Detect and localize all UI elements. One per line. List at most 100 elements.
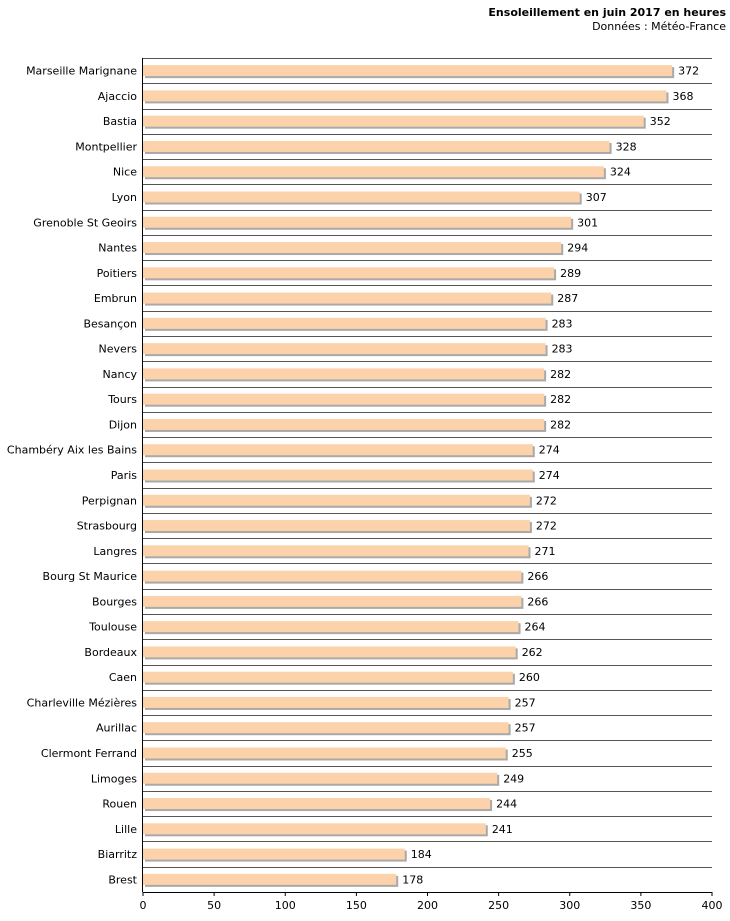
bar [143, 646, 516, 658]
bar [143, 115, 644, 127]
value-label: 241 [492, 823, 513, 836]
bar [143, 444, 533, 456]
row-grid [143, 58, 712, 893]
category-label: Brest [108, 873, 137, 886]
bar [143, 216, 572, 228]
value-label: 307 [586, 191, 607, 204]
category-label: Besançon [83, 317, 137, 330]
category-label: Strasbourg [77, 520, 137, 533]
category-label: Embrun [94, 292, 137, 305]
category-label: Limoges [91, 772, 137, 785]
chart-subtitle: Données : Météo-France [592, 20, 726, 33]
value-label: 257 [515, 722, 536, 735]
bar [143, 823, 486, 835]
bar [143, 140, 610, 152]
value-label: 244 [496, 798, 517, 811]
category-label: Lille [115, 823, 137, 836]
bar [143, 494, 530, 506]
bar [143, 317, 546, 329]
value-label: 294 [567, 242, 588, 255]
x-tick-label: 150 [346, 899, 367, 912]
bar [143, 696, 509, 708]
value-label: 249 [503, 772, 524, 785]
value-label: 271 [534, 545, 555, 558]
value-label: 282 [550, 418, 571, 431]
chart-title: Ensoleillement en juin 2017 en heures [488, 6, 726, 19]
bar [143, 798, 491, 810]
category-label: Toulouse [88, 621, 137, 634]
category-label: Dijon [109, 418, 137, 431]
value-label: 274 [539, 469, 560, 482]
bar [143, 242, 562, 254]
category-label: Nice [113, 166, 137, 179]
category-label: Chambéry Aix les Bains [7, 444, 137, 457]
x-tick-label: 300 [559, 899, 580, 912]
value-label: 272 [536, 520, 557, 533]
value-label: 287 [557, 292, 578, 305]
x-tick-label: 200 [417, 899, 438, 912]
category-label: Caen [109, 671, 137, 684]
bar [143, 267, 555, 279]
bar [143, 393, 545, 405]
value-label: 282 [550, 368, 571, 381]
value-label: 301 [577, 216, 598, 229]
bar [143, 545, 529, 557]
category-label: Charleville Mézières [27, 696, 138, 709]
category-label: Rouen [102, 798, 137, 811]
value-label: 266 [527, 570, 548, 583]
category-label: Bourges [92, 595, 137, 608]
category-label: Tours [107, 393, 137, 406]
bar [143, 90, 667, 102]
bar [143, 418, 545, 430]
category-label: Paris [111, 469, 137, 482]
bar [143, 747, 506, 759]
x-tick-label: 50 [207, 899, 221, 912]
category-label: Bordeaux [84, 646, 137, 659]
category-label: Nancy [103, 368, 138, 381]
category-label: Bourg St Maurice [43, 570, 138, 583]
bar [143, 621, 519, 633]
category-label: Langres [93, 545, 137, 558]
category-label: Grenoble St Geoirs [33, 216, 137, 229]
value-label: 324 [610, 166, 631, 179]
category-label: Marseille Marignane [26, 65, 137, 78]
bars [143, 65, 675, 887]
value-label: 274 [539, 444, 560, 457]
value-label: 260 [519, 671, 540, 684]
x-tick-label: 350 [630, 899, 651, 912]
x-tick-label: 400 [702, 899, 723, 912]
x-axis: 0 50 100 150 200 250 300 350 400 [140, 58, 723, 912]
category-label: Nantes [98, 242, 137, 255]
category-label: Lyon [112, 191, 137, 204]
bar [143, 343, 546, 355]
bar [143, 722, 509, 734]
value-label: 262 [522, 646, 543, 659]
bar [143, 772, 498, 784]
category-label: Bastia [103, 115, 137, 128]
value-label: 282 [550, 393, 571, 406]
value-label: 184 [411, 848, 432, 861]
bar [143, 873, 397, 885]
category-label: Clermont Ferrand [41, 747, 137, 760]
bar [143, 848, 405, 860]
category-label: Nevers [98, 343, 137, 356]
category-label: Biarritz [98, 848, 138, 861]
value-label: 266 [527, 595, 548, 608]
value-label: 178 [402, 873, 423, 886]
value-label: 272 [536, 494, 557, 507]
category-label: Aurillac [96, 722, 137, 735]
value-label: 352 [650, 115, 671, 128]
bar [143, 65, 673, 77]
bar [143, 191, 580, 203]
x-tick-label: 250 [488, 899, 509, 912]
value-label: 328 [616, 140, 637, 153]
category-label: Montpellier [75, 140, 137, 153]
value-label: 283 [552, 343, 573, 356]
bar [143, 570, 522, 582]
value-label: 283 [552, 317, 573, 330]
bar [143, 520, 530, 532]
bar [143, 671, 513, 683]
bar [143, 292, 552, 304]
